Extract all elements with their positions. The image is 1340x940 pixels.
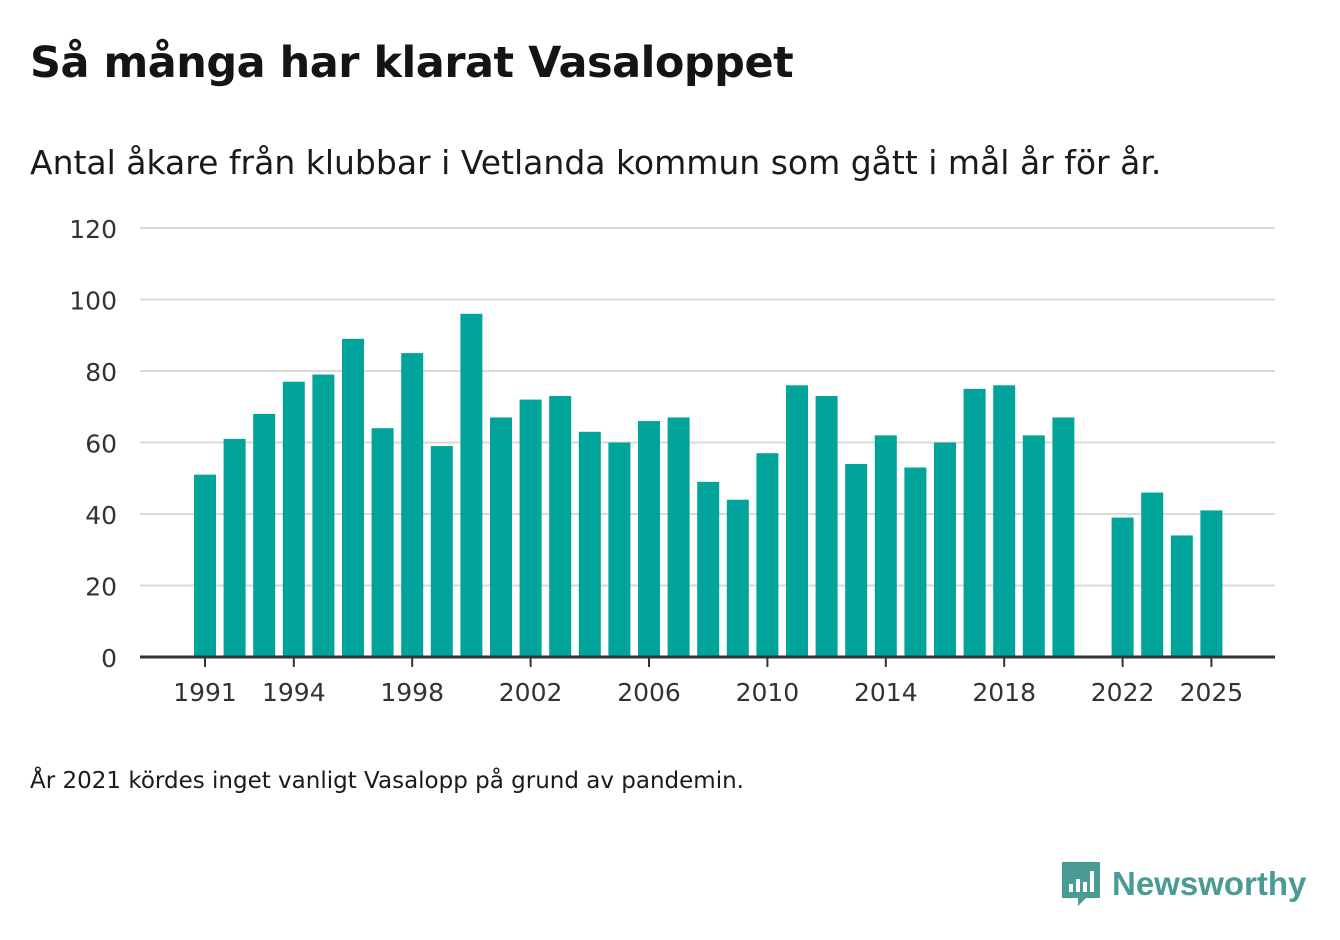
footnote: År 2021 kördes inget vanligt Vasalopp på… [30, 768, 744, 794]
y-tick-label: 20 [85, 573, 117, 602]
bar-2009 [726, 499, 749, 657]
bar-2024 [1170, 535, 1193, 657]
brand-logo[interactable]: Newsworthy [1060, 860, 1306, 908]
y-tick-label: 0 [101, 644, 117, 673]
bar-2016 [934, 442, 956, 657]
bar-2001 [490, 417, 512, 657]
x-tick-label: 1991 [173, 678, 237, 707]
bar-2002 [519, 399, 542, 657]
bar-2006 [638, 421, 660, 657]
bar-1994 [282, 381, 305, 657]
bar-2011 [786, 385, 808, 657]
bar-2025 [1200, 510, 1223, 657]
bar-2022 [1111, 517, 1134, 657]
chart-title: Så många har klarat Vasaloppet [30, 38, 794, 88]
bar-2000 [460, 313, 483, 657]
bar-1997 [371, 428, 394, 657]
brand-name: Newsworthy [1112, 865, 1307, 902]
bar-chart: 0 20 40 60 80 100 120 1991 1994 1998 2002 2006 2010 2… [69, 215, 1275, 707]
newsworthy-logo-icon [1062, 862, 1100, 906]
x-tick-label: 2002 [499, 678, 563, 707]
x-tick-label: 2018 [972, 678, 1036, 707]
bar-1998 [401, 353, 424, 657]
bars [194, 313, 1223, 657]
y-tick-label: 80 [85, 358, 117, 387]
bar-2017 [963, 388, 986, 657]
bar-1999 [430, 446, 453, 657]
bar-2015 [904, 467, 927, 657]
bar-2010 [756, 453, 779, 657]
chart-subtitle: Antal åkare från klubbar i Vetlanda komm… [30, 143, 1162, 182]
y-tick-label: 60 [85, 430, 117, 459]
bar-2003 [549, 396, 572, 657]
bar-2005 [608, 442, 631, 657]
y-tick-label: 100 [69, 287, 117, 316]
bar-1996 [342, 338, 364, 657]
bar-2019 [1022, 435, 1045, 657]
bar-1993 [253, 413, 276, 657]
x-tick-label: 2014 [854, 678, 918, 707]
x-tick-label: 2006 [617, 678, 681, 707]
bar-2014 [874, 435, 897, 657]
x-tick-label: 2025 [1180, 678, 1244, 707]
bar-2013 [845, 463, 868, 657]
x-tick-label: 2010 [736, 678, 800, 707]
bar-2020 [1052, 417, 1075, 657]
y-tick-label: 120 [69, 215, 117, 244]
bar-1995 [312, 374, 335, 657]
axes: 0 20 40 60 80 100 120 1991 1994 1998 2002 2006 2010 2… [69, 215, 1275, 707]
x-tick-label: 1994 [262, 678, 326, 707]
x-tick-label: 2022 [1091, 678, 1155, 707]
bar-1992 [223, 438, 246, 657]
bar-2008 [697, 481, 720, 657]
bar-2018 [993, 385, 1016, 657]
bar-2007 [667, 417, 690, 657]
y-tick-label: 40 [85, 501, 117, 530]
bar-1991 [194, 474, 216, 657]
x-tick-label: 1998 [380, 678, 444, 707]
bar-2012 [815, 396, 838, 657]
bar-2004 [578, 431, 601, 657]
bar-2023 [1141, 492, 1164, 657]
